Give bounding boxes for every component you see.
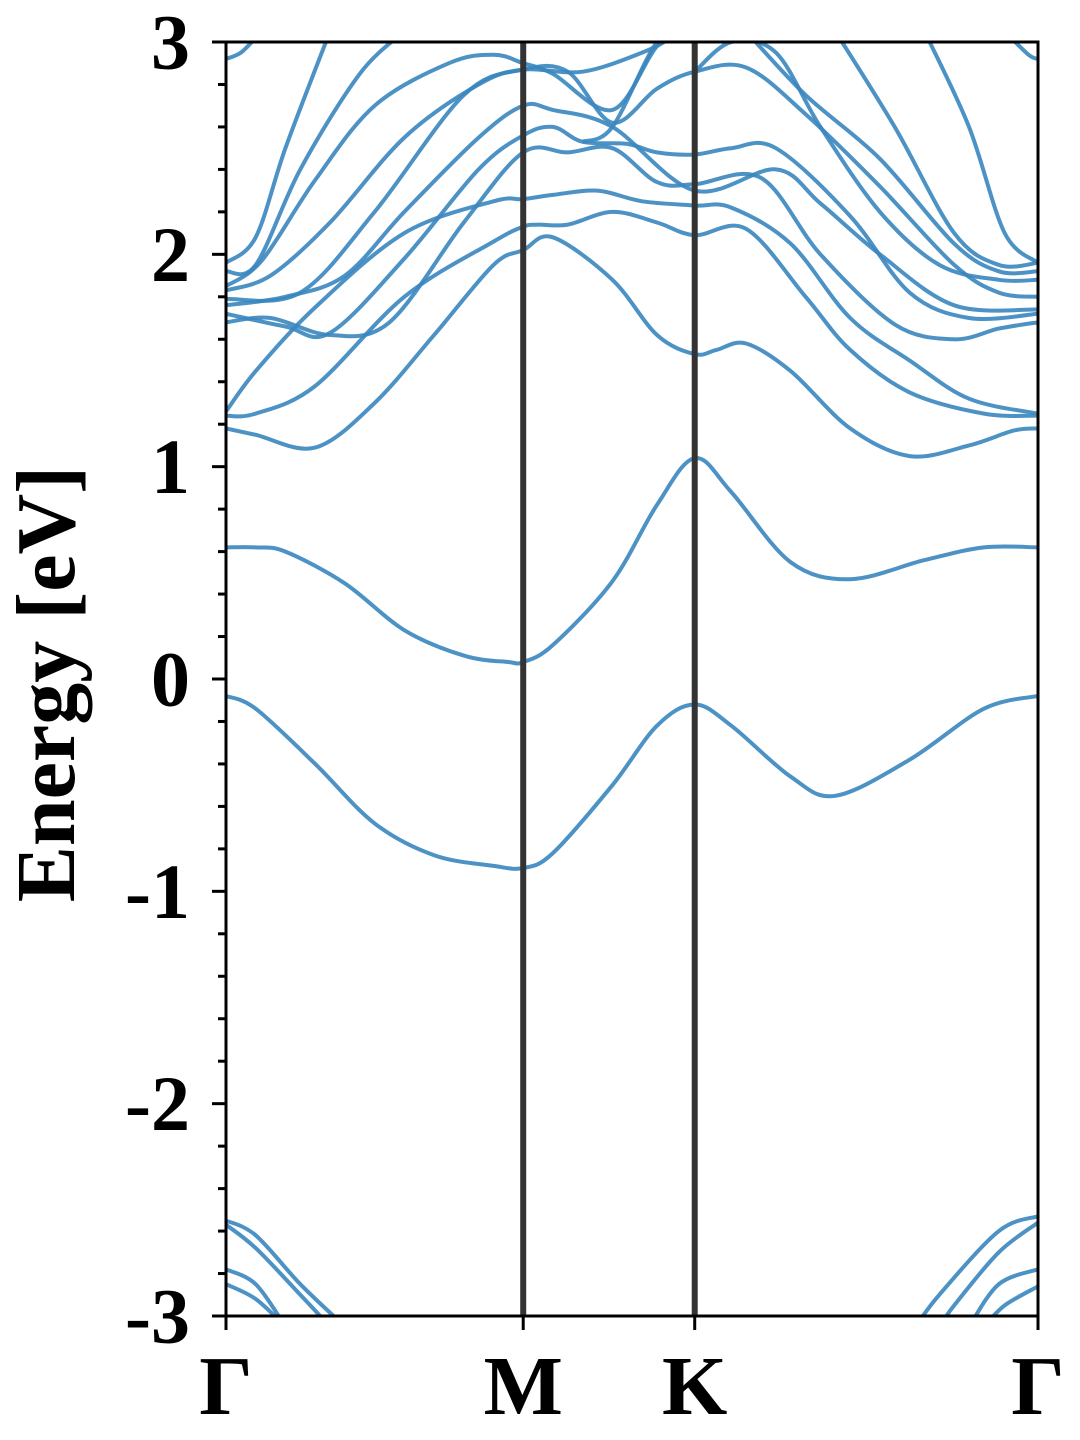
x-tick-label: M: [484, 1340, 563, 1433]
band-line-3: [226, 234, 1038, 459]
k-boundaries: [520, 42, 698, 1316]
band-line-15: [693, 42, 1038, 283]
band-line-28: [990, 1284, 1038, 1316]
y-tick-label: 2: [151, 211, 190, 298]
band-line-20: [226, 42, 255, 61]
band-line-23: [226, 1267, 281, 1316]
y-tick-label: 0: [151, 636, 190, 723]
y-tick-label: -1: [125, 848, 190, 935]
plot-frame: [224, 40, 1040, 1318]
band-line-1: [226, 694, 1038, 871]
y-tick-label: 1: [151, 423, 190, 510]
band-line-24: [226, 1282, 278, 1316]
y-axis: -3 -2 -1 0 1 2 3: [125, 0, 226, 1360]
band-line-19: [1012, 42, 1038, 61]
band-line-5: [226, 188, 1038, 416]
band-line-17: [839, 42, 1038, 269]
band-line-25: [920, 1214, 1038, 1316]
band-line-14: [581, 42, 660, 144]
band-line-18: [927, 42, 1038, 265]
band-line-21: [226, 1218, 337, 1316]
band-line-16: [753, 42, 1038, 276]
band-line-9: [226, 62, 1038, 303]
band-line-26: [943, 1220, 1038, 1316]
y-tick-label: -2: [125, 1060, 190, 1147]
band-line-2: [226, 456, 1038, 666]
band-line-27: [973, 1267, 1038, 1316]
band-line-6: [226, 144, 1038, 342]
bands-layer: [226, 42, 1038, 1316]
y-tick-label: 3: [151, 0, 190, 86]
band-line-22: [226, 1223, 323, 1316]
x-tick-label: Γ: [199, 1340, 252, 1433]
y-tick-label: -3: [125, 1273, 190, 1360]
band-line-12: [226, 42, 395, 277]
band-line-8: [226, 101, 1038, 313]
x-tick-label: K: [662, 1340, 727, 1433]
x-tick-label: Γ: [1011, 1340, 1064, 1433]
band-line-13: [226, 42, 329, 265]
y-axis-label: Energy [eV]: [0, 466, 93, 902]
band-line-10: [226, 42, 669, 293]
